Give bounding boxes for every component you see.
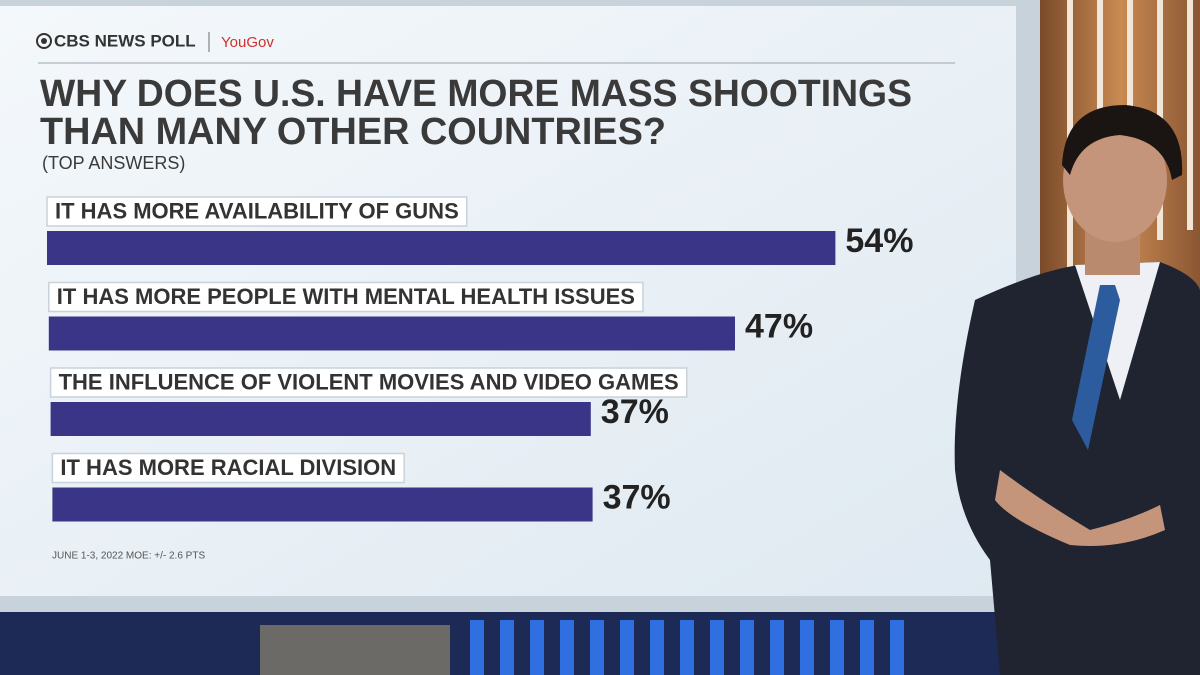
value-label: 47% — [745, 307, 813, 345]
category-label: IT HAS MORE AVAILABILITY OF GUNS — [55, 198, 459, 223]
bar — [52, 487, 593, 522]
category-label-box — [49, 367, 688, 398]
category-label: THE INFLUENCE OF VIOLENT MOVIES AND VIDE… — [59, 369, 679, 394]
light-bars — [470, 620, 904, 675]
partner: YouGov — [221, 34, 274, 51]
brand: CBS NEWS POLL — [54, 31, 196, 50]
bar — [50, 402, 591, 436]
presenter — [954, 105, 1200, 675]
value-label: 54% — [845, 222, 913, 260]
bar — [48, 316, 736, 351]
title-line: THAN MANY OTHER COUNTRIES? — [40, 111, 666, 153]
title-line: WHY DOES U.S. HAVE MORE MASS SHOOTINGS — [40, 73, 912, 115]
subtitle: (TOP ANSWERS) — [42, 153, 185, 173]
bar — [47, 231, 836, 265]
category-label-box — [46, 196, 468, 227]
value-label: 37% — [601, 393, 669, 431]
brick-wall — [260, 625, 450, 675]
cbs-eye-logo — [36, 33, 52, 49]
source-note: JUNE 1-3, 2022 MOE: +/- 2.6 PTS — [52, 551, 205, 562]
category-label: IT HAS MORE RACIAL DIVISION — [60, 455, 396, 480]
plot: IT HAS MORE AVAILABILITY OF GUNS 54% IT HA… — [46, 196, 913, 522]
category-label-box — [48, 281, 644, 313]
value-label: 37% — [603, 478, 671, 516]
category-label: IT HAS MORE PEOPLE WITH MENTAL HEALTH IS… — [57, 284, 635, 309]
category-label-box — [51, 452, 405, 484]
